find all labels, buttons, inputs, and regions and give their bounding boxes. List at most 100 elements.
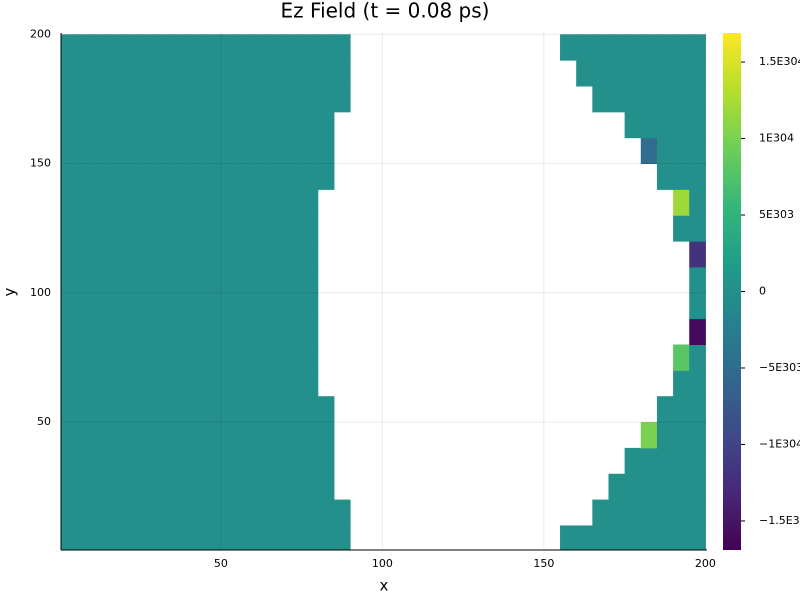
heatmap-cell (301, 422, 319, 449)
heatmap-cell (188, 137, 206, 165)
heatmap-cell (640, 422, 658, 449)
heatmap-cell (237, 111, 254, 139)
heatmap-cell (301, 292, 319, 320)
heatmap-cell (640, 85, 658, 113)
heatmap-cell (123, 499, 141, 526)
x-tick-label: 150 (533, 557, 554, 570)
heatmap-cell (107, 292, 125, 320)
heatmap-cell (140, 499, 157, 526)
heatmap-cell (269, 111, 286, 139)
heatmap-cell (689, 241, 706, 268)
heatmap-cell (91, 344, 109, 371)
heatmap-cell (656, 396, 674, 423)
heatmap-cell (301, 60, 319, 87)
heatmap-cell (91, 163, 109, 190)
heatmap-cell (188, 344, 206, 371)
heatmap-cell (269, 266, 286, 294)
heatmap-cell (253, 318, 270, 345)
x-tick-label: 50 (214, 557, 228, 570)
colorbar-tick-label: 1.5E304 (759, 55, 800, 68)
heatmap-cell (204, 111, 222, 139)
heatmap-cell (75, 241, 93, 268)
heatmap-cell (156, 34, 173, 61)
heatmap-cell (269, 447, 286, 475)
heatmap-cell (172, 318, 190, 345)
heatmap-cell (91, 241, 109, 268)
heatmap-cell (75, 318, 93, 345)
heatmap-cell (91, 137, 109, 165)
heatmap-cell (253, 60, 270, 87)
heatmap-cell (188, 370, 206, 397)
heatmap-cell (656, 60, 674, 87)
heatmap-cell (188, 525, 206, 551)
heatmap-cell (269, 396, 286, 423)
heatmap-cell (673, 189, 690, 216)
heatmap-cell (301, 473, 319, 501)
heatmap-cell (220, 473, 238, 501)
heatmap-cell (156, 60, 173, 87)
heatmap-cell (592, 499, 609, 526)
heatmap-cell (172, 473, 190, 501)
heatmap-cell (301, 396, 319, 423)
heatmap-cell (301, 215, 319, 242)
heatmap-cell (317, 499, 335, 526)
heatmap-cell (61, 34, 77, 61)
heatmap-cell (172, 241, 190, 268)
heatmap-cell (285, 344, 303, 371)
heatmap-cell (689, 137, 706, 165)
heatmap-cell (333, 499, 351, 526)
heatmap-cell (220, 292, 238, 320)
heatmap-cell (301, 344, 319, 371)
heatmap-cell (237, 292, 254, 320)
heatmap-cell (107, 473, 125, 501)
heatmap-cell (188, 473, 206, 501)
heatmap-cell (91, 318, 109, 345)
heatmap-cell (220, 137, 238, 165)
heatmap-cell (156, 447, 173, 475)
heatmap-cell (253, 163, 270, 190)
heatmap-cell (156, 137, 173, 165)
heatmap-cell (656, 499, 674, 526)
heatmap-cell (237, 422, 254, 449)
heatmap-cell (91, 266, 109, 294)
heatmap-cell (333, 60, 351, 87)
heatmap-cell (204, 292, 222, 320)
heatmap-cell (640, 60, 658, 87)
heatmap-cell (140, 34, 157, 61)
heatmap-cell (285, 525, 303, 551)
heatmap-cell (204, 473, 222, 501)
heatmap-cell (317, 34, 335, 61)
heatmap-cell (220, 422, 238, 449)
heatmap-cell (237, 525, 254, 551)
colorbar-tick-label: −5E303 (759, 361, 800, 374)
heatmap-cell (269, 85, 286, 113)
heatmap-cell (285, 266, 303, 294)
heatmap-cell (61, 60, 77, 87)
heatmap-cell (608, 525, 626, 551)
heatmap-cell (61, 163, 77, 190)
heatmap-cell (172, 111, 190, 139)
heatmap-cell (123, 396, 141, 423)
heatmap-cell (123, 137, 141, 165)
heatmap-cell (285, 292, 303, 320)
heatmap-cell (285, 241, 303, 268)
heatmap-cell (592, 85, 609, 113)
heatmap-cell (317, 85, 335, 113)
heatmap-cell (608, 499, 626, 526)
heatmap-cell (188, 85, 206, 113)
heatmap-cell (220, 396, 238, 423)
heatmap-cell (91, 292, 109, 320)
heatmap-cell (689, 34, 706, 61)
heatmap-cell (172, 499, 190, 526)
heatmap-cell (123, 163, 141, 190)
y-tick-label: 150 (30, 157, 51, 170)
heatmap-cell (220, 370, 238, 397)
heatmap-cell (107, 215, 125, 242)
heatmap-cell (156, 189, 173, 216)
heatmap-cell (204, 241, 222, 268)
heatmap-cell (140, 60, 157, 87)
heatmap-cell (75, 34, 93, 61)
heatmap-cell (75, 499, 93, 526)
heatmap-cell (61, 447, 77, 475)
